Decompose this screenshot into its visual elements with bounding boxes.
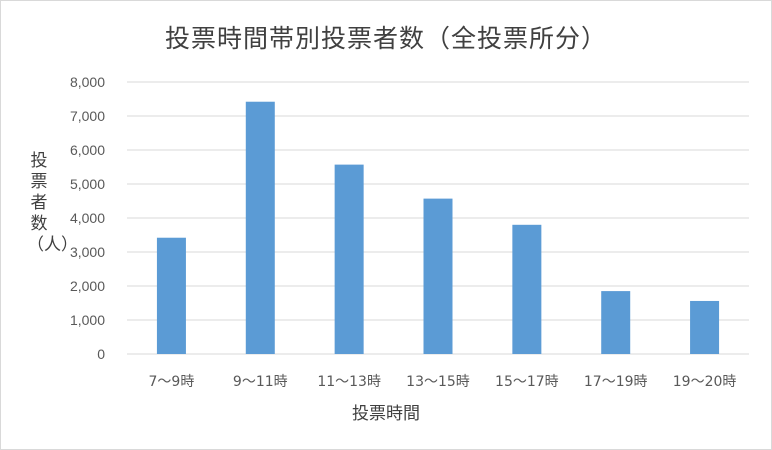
y-tick-label: 4,000 [70, 210, 105, 226]
bar [423, 198, 453, 354]
y-tick-label: 3,000 [70, 244, 105, 260]
x-tick-label: 7～9時 [149, 374, 195, 390]
y-tick-label: 2,000 [70, 278, 105, 294]
bar [334, 164, 364, 354]
bar [245, 101, 275, 354]
x-tick-label: 15～17時 [495, 374, 559, 390]
chart-title: 投票時間帯別投票者数（全投票所分） [164, 24, 607, 53]
y-tick-label: 0 [97, 346, 105, 362]
x-tick-label: 13～15時 [406, 374, 470, 390]
y-tick-label: 1,000 [70, 312, 105, 328]
bar [156, 237, 186, 354]
x-tick-label: 19～20時 [673, 374, 737, 390]
y-tick-label: 7,000 [70, 108, 105, 124]
y-tick-label: 8,000 [70, 74, 105, 90]
x-tick-label: 9～11時 [233, 374, 288, 390]
bar [512, 224, 542, 354]
x-axis-label: 投票時間 [352, 404, 420, 424]
bar [601, 291, 631, 354]
y-tick-label: 6,000 [70, 142, 105, 158]
x-tick-label: 17～19時 [584, 374, 648, 390]
x-tick-label: 11～13時 [317, 374, 381, 390]
y-tick-label: 5,000 [70, 176, 105, 192]
bar [690, 300, 720, 354]
